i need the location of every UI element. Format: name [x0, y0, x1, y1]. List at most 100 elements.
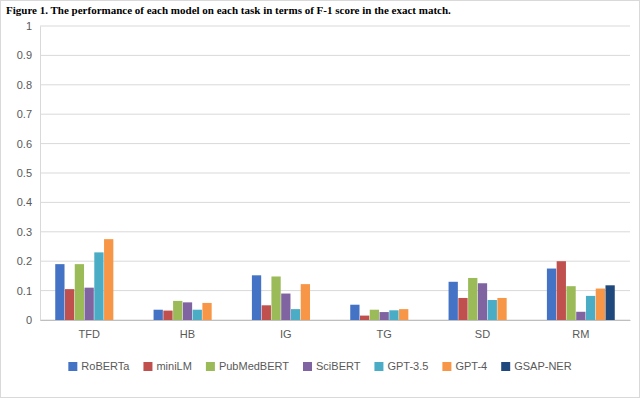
legend-swatch [374, 362, 383, 371]
bar [94, 252, 103, 320]
grid-line [40, 202, 630, 203]
bar [468, 278, 477, 320]
bar [547, 269, 556, 320]
grid-line [40, 290, 630, 291]
bar [360, 316, 369, 320]
y-tick-label: 0.7 [17, 108, 32, 120]
x-tick-label: HB [180, 328, 195, 340]
grid-line [40, 173, 630, 174]
bar [478, 283, 487, 320]
bar [576, 312, 585, 320]
bar [586, 296, 595, 320]
legend-item: GPT-4 [442, 360, 487, 372]
legend-swatch [442, 362, 451, 371]
y-tick: 0.8 [17, 79, 40, 91]
grid [40, 26, 630, 320]
legend-item: SciBERT [303, 360, 361, 372]
bar [193, 310, 202, 320]
bar [458, 298, 467, 320]
bar [173, 301, 182, 320]
y-tick: 0.9 [17, 49, 40, 61]
y-axis: 0 0.1 0.2 0.3 0.4 0.5 0.6 0.7 0.8 0.9 1 [17, 20, 41, 326]
bar [301, 284, 310, 320]
y-tick-label: 0.2 [17, 255, 32, 267]
bar [65, 289, 74, 320]
background [1, 1, 640, 398]
y-tick-label: 0.6 [17, 138, 32, 150]
grid-line [40, 55, 630, 56]
grid-line [40, 320, 630, 321]
legend-label: RoBERTa [81, 360, 130, 372]
bar [380, 312, 389, 320]
bar [370, 310, 379, 320]
y-axis-line [40, 27, 41, 321]
bar [104, 239, 113, 320]
y-tick-label: 0.9 [17, 49, 32, 61]
bar [154, 310, 163, 320]
bar [183, 302, 192, 320]
bar [55, 264, 64, 320]
x-tick-label: SD [475, 328, 490, 340]
y-tick: 0 [26, 314, 40, 326]
x-tick-label: TG [377, 328, 392, 340]
bar [291, 309, 300, 320]
bar [557, 261, 566, 320]
grid-line [40, 143, 630, 144]
y-tick: 0.1 [17, 285, 40, 297]
bar [488, 300, 497, 320]
y-tick-label: 0.5 [17, 167, 32, 179]
bar [252, 275, 261, 320]
bar [75, 264, 84, 320]
legend-label: GSAP-NER [514, 360, 572, 372]
legend-swatch [143, 362, 152, 371]
bar [163, 311, 172, 320]
bar [262, 305, 271, 320]
bar [497, 298, 506, 320]
y-tick: 0.5 [17, 167, 40, 179]
bar [281, 294, 290, 320]
x-tick-label: TFD [78, 328, 99, 340]
chart: Figure 1. The performance of each model … [0, 0, 640, 398]
y-tick-label: 0 [26, 314, 32, 326]
legend-label: PubMedBERT [219, 360, 289, 372]
legend-swatch [206, 362, 215, 371]
legend-swatch [68, 362, 77, 371]
y-tick-label: 0.1 [17, 285, 32, 297]
legend-item: PubMedBERT [206, 360, 289, 372]
grid-line [40, 84, 630, 85]
x-tick: TFD [78, 320, 99, 340]
bar [389, 310, 398, 320]
x-tick: TG [377, 320, 392, 340]
bar [85, 288, 94, 320]
x-axis-line [41, 320, 631, 321]
grid-line [40, 231, 630, 232]
legend-swatch [501, 362, 510, 371]
legend-item: GPT-3.5 [374, 360, 428, 372]
x-tick-label: IG [280, 328, 292, 340]
bar [566, 286, 575, 320]
y-tick: 0.2 [17, 255, 40, 267]
legend-item: miniLM [143, 360, 191, 372]
y-tick-label: 0.3 [17, 226, 32, 238]
y-tick: 0.7 [17, 108, 40, 120]
bars [55, 239, 615, 320]
title: Figure 1. The performance of each model … [6, 4, 451, 16]
y-tick: 0.4 [17, 196, 40, 208]
grid-line [40, 261, 630, 262]
y-tick-label: 0.8 [17, 79, 32, 91]
bar [202, 303, 211, 320]
x-axis: TFD HB IG TG SD RM [41, 320, 631, 340]
y-tick-label: 0.4 [17, 196, 32, 208]
x-tick: SD [475, 320, 490, 340]
legend-label: GPT-4 [455, 360, 487, 372]
y-tick-label: 1 [26, 20, 32, 32]
x-tick: IG [280, 320, 292, 340]
legend-label: miniLM [156, 360, 191, 372]
x-tick-label: RM [572, 328, 589, 340]
legend: RoBERTa miniLM PubMedBERT SciBERT GPT-3.5 GPT… [68, 360, 571, 372]
bar [271, 276, 280, 320]
bar [399, 309, 408, 320]
legend-item: GSAP-NER [501, 360, 572, 372]
bar [350, 305, 359, 320]
bar [605, 285, 614, 320]
